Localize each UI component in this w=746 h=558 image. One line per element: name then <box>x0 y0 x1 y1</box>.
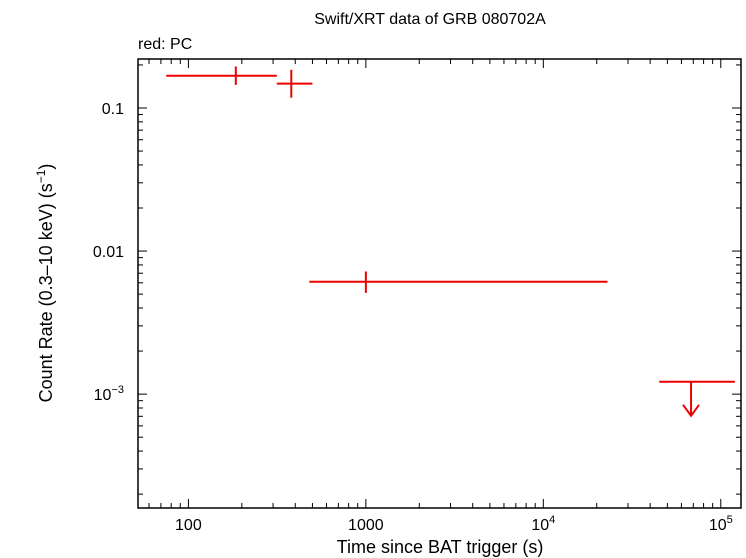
y-tick-label: 10−3 <box>94 384 124 404</box>
data-point <box>166 66 277 85</box>
upper-limit-arrow <box>682 404 700 418</box>
x-tick-label: 100 <box>175 517 202 534</box>
y-tick-label: 0.01 <box>93 244 124 261</box>
y-tick-label: 0.1 <box>102 101 124 118</box>
chart-subtitle: red: PC <box>138 36 192 53</box>
x-axis-label: Time since BAT trigger (s) <box>337 537 544 557</box>
data-point <box>276 69 313 98</box>
chart-title: Swift/XRT data of GRB 080702A <box>314 11 546 28</box>
x-tick-label: 105 <box>709 514 733 534</box>
upper-limit <box>659 380 735 418</box>
data-point <box>309 271 608 293</box>
data-marks <box>166 66 735 418</box>
x-tick-label: 104 <box>531 514 555 534</box>
axis-ticks <box>138 59 741 508</box>
y-axis-label: Count Rate (0.3–10 keV) (s−1) <box>34 164 56 403</box>
plot-frame <box>137 58 742 509</box>
x-tick-label: 1000 <box>348 517 384 534</box>
axis-tick-labels: 100 1000 104 105 0.1 0.01 10−3 <box>93 101 733 534</box>
